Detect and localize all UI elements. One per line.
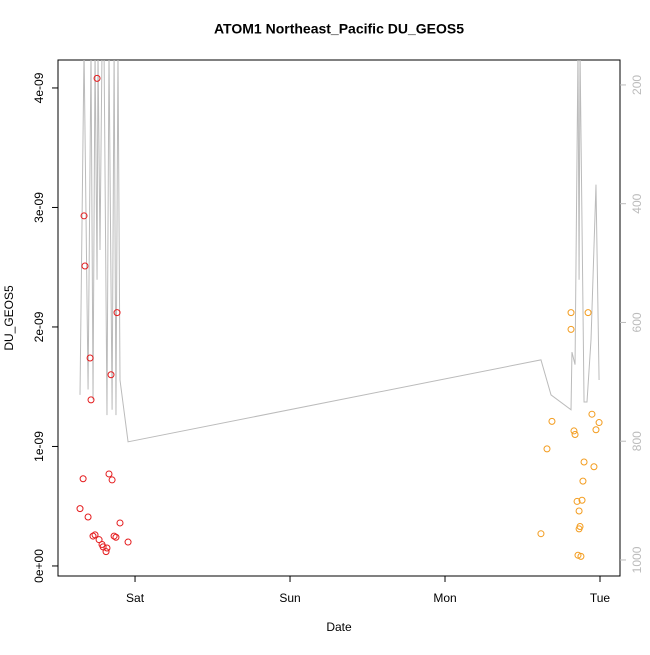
data-point: [79, 475, 87, 483]
data-point: [113, 309, 121, 317]
data-point: [81, 262, 89, 270]
data-point: [116, 519, 124, 527]
data-point: [108, 476, 116, 484]
data-point: [103, 544, 111, 552]
data-point: [567, 325, 575, 333]
y-tick-label: 1e-09: [32, 431, 46, 462]
x-tick-label: Mon: [433, 591, 456, 605]
data-point: [577, 552, 585, 560]
data-point: [86, 354, 94, 362]
data-point: [84, 513, 92, 521]
data-point: [543, 445, 551, 453]
pressure-line: [79, 60, 600, 443]
data-point: [576, 523, 584, 531]
data-point: [537, 530, 545, 538]
data-point: [592, 426, 600, 434]
data-point: [93, 74, 101, 82]
data-point: [595, 419, 603, 427]
y2-tick-label: 600: [630, 312, 644, 332]
y-tick-label: 2e-09: [32, 311, 46, 342]
data-point: [570, 427, 578, 435]
plot-frame: [57, 59, 621, 577]
data-point: [588, 410, 596, 418]
data-point: [571, 431, 579, 439]
data-point: [579, 477, 587, 485]
data-point: [112, 533, 120, 541]
data-point: [573, 497, 581, 505]
data-point: [102, 548, 110, 556]
y-tick-label: 0e+00: [32, 549, 46, 583]
x-tick-label: Sat: [126, 591, 145, 605]
y2-tick-label: 1000: [630, 546, 644, 573]
data-point: [567, 309, 575, 317]
data-point: [584, 309, 592, 317]
y2-tick-label: 800: [630, 431, 644, 451]
x-tick-label: Tue: [590, 591, 611, 605]
y-tick-label: 4e-09: [32, 72, 46, 103]
data-point: [578, 496, 586, 504]
y-axis-label: DU_GEOS5: [2, 285, 16, 351]
x-tick-label: Sun: [279, 591, 300, 605]
y-tick-label: 3e-09: [32, 192, 46, 223]
chart-title: ATOM1 Northeast_Pacific DU_GEOS5: [214, 21, 464, 37]
data-point: [548, 417, 556, 425]
y2-tick-label: 200: [630, 75, 644, 95]
data-point: [590, 463, 598, 471]
y2-tick-label: 400: [630, 193, 644, 213]
data-point: [87, 396, 95, 404]
x-axis-label: Date: [326, 620, 352, 634]
data-point: [76, 505, 84, 513]
data-point: [105, 470, 113, 478]
data-point: [575, 507, 583, 515]
data-point: [107, 371, 115, 379]
data-point: [580, 458, 588, 466]
data-point: [124, 538, 132, 546]
data-point: [91, 531, 99, 539]
data-point: [110, 532, 118, 540]
data-point: [80, 212, 88, 220]
